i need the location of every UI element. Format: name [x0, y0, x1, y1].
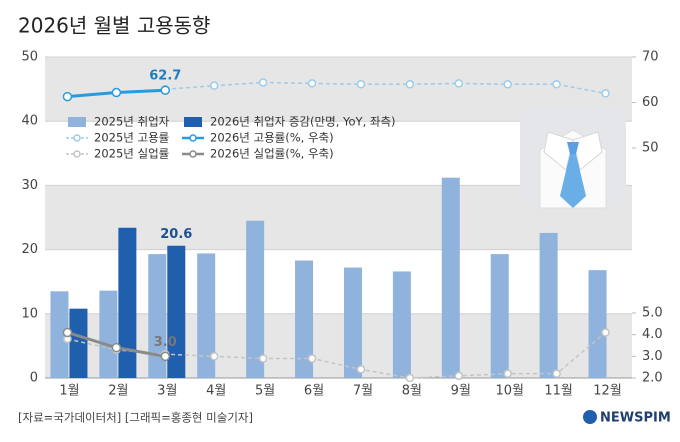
legend-swatch [189, 134, 197, 142]
point [405, 373, 415, 383]
point [503, 369, 512, 378]
legend-swatch [184, 117, 202, 127]
legend-swatch [73, 134, 81, 142]
point [454, 371, 464, 381]
x-tick-label: 4월 [206, 384, 226, 399]
y2-tick-label: 70 [642, 50, 659, 65]
point [209, 81, 219, 90]
x-tick-label: 3월 [157, 384, 177, 399]
bar [539, 232, 558, 378]
bar [69, 308, 88, 378]
point [356, 365, 366, 374]
value-label: 3.0 [154, 335, 177, 350]
value-label: 20.6 [160, 227, 192, 242]
y2-tick-label: 5.0 [642, 306, 663, 321]
point [503, 80, 512, 89]
x-tick-label: 7월 [353, 384, 373, 399]
y-tick-label: 0 [30, 371, 38, 386]
logo: NEWSPIM [600, 411, 671, 426]
band [45, 313, 632, 378]
legend-label: 2026년 실업률(%, 우축) [210, 147, 334, 161]
legend-label: 2025년 고용률 [94, 131, 169, 145]
source: [자료=국가데이터처] [그래픽=홍종현 미술기자] [18, 411, 253, 425]
value-label: 62.7 [149, 69, 181, 84]
legend-swatch [73, 150, 81, 158]
point [601, 89, 610, 98]
point [209, 352, 219, 361]
point [111, 87, 122, 98]
bar [197, 253, 216, 378]
x-tick-label: 11월 [544, 384, 573, 399]
point [307, 79, 317, 88]
chart-title: 2026년 월별 고용동향 [18, 14, 210, 38]
x-tick-label: 5월 [255, 384, 275, 399]
x-tick-label: 1월 [59, 384, 79, 399]
point [62, 327, 73, 338]
y-tick-label: 20 [21, 242, 38, 257]
y2-tick-label: 4.0 [642, 327, 663, 342]
x-tick-label: 8월 [402, 384, 422, 399]
legend-swatch [189, 150, 197, 158]
bar [441, 177, 460, 378]
legend-swatch [68, 117, 86, 127]
y2-tick-label: 2.0 [642, 371, 663, 386]
legend-label: 2025년 실업률 [94, 147, 169, 161]
point [111, 342, 122, 353]
y-tick-label: 10 [21, 306, 38, 321]
legend-label: 2026년 취업자 증감(만명, YoY, 좌측) [210, 115, 396, 129]
x-tick-label: 9월 [451, 384, 471, 399]
y-tick-label: 50 [21, 50, 38, 65]
legend-label: 2025년 취업자 [94, 115, 170, 129]
bar [50, 291, 69, 378]
point [62, 91, 73, 102]
y2-tick-label: 50 [642, 141, 659, 156]
line [67, 81, 606, 98]
bar [246, 220, 265, 378]
x-tick-label: 12월 [593, 384, 622, 399]
point [552, 369, 561, 378]
bar [295, 260, 314, 378]
point [601, 328, 610, 337]
point [258, 354, 268, 363]
point [552, 80, 561, 89]
x-tick-label: 10월 [495, 384, 524, 399]
bar [167, 245, 186, 378]
bar [490, 254, 509, 378]
tie-icon [520, 106, 626, 209]
bar [343, 267, 362, 378]
bar [99, 290, 118, 378]
bar [588, 270, 607, 378]
y2-tick-label: 3.0 [642, 349, 663, 364]
point [454, 79, 464, 88]
point [405, 80, 415, 89]
bar [118, 227, 137, 378]
x-tick-label: 6월 [304, 384, 324, 399]
bar [392, 271, 411, 378]
point [160, 351, 171, 362]
y-tick-label: 40 [21, 114, 38, 129]
point [160, 85, 171, 95]
y-tick-label: 30 [21, 178, 38, 193]
x-tick-label: 2월 [108, 384, 128, 399]
bar [148, 254, 167, 378]
point [356, 80, 366, 89]
point [258, 78, 268, 87]
logo-mark [583, 410, 597, 424]
point [307, 354, 317, 363]
legend-label: 2026년 고용률(%, 우축) [210, 131, 334, 145]
y2-tick-label: 60 [642, 95, 659, 110]
